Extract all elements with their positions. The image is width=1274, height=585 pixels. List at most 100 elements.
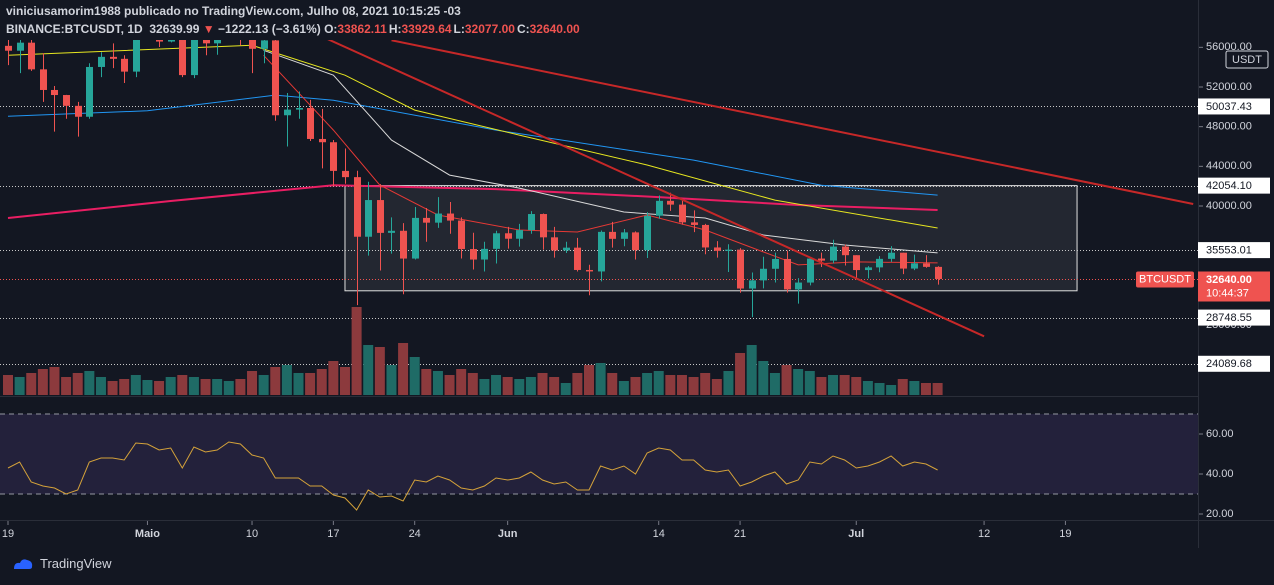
ohlc-key: O: <box>324 22 338 36</box>
y-tick-label: 56000.00 <box>1206 41 1252 53</box>
volume-bar <box>572 373 583 395</box>
volume-bar <box>502 377 513 395</box>
moving-average <box>7 184 938 219</box>
candle-body <box>911 263 918 269</box>
ohlc-value: 33862.11 <box>337 22 387 36</box>
candle-body <box>98 56 105 67</box>
volume-bar <box>746 345 757 395</box>
candle-body <box>319 138 326 143</box>
volume-bar <box>735 353 746 395</box>
candle-body <box>296 108 303 110</box>
candle-body <box>876 258 883 268</box>
y-tick-label: 44000.00 <box>1206 160 1252 172</box>
trendline <box>391 40 1194 205</box>
candle-body <box>935 266 942 279</box>
volume-bar <box>874 383 885 395</box>
overlay: 50037.43 42054.10 35553.01 28748.55 24089.68… <box>1136 50 1270 372</box>
volume-bar <box>270 367 281 395</box>
candle-body <box>505 233 512 239</box>
last-price-label: 32640.00 <box>1206 274 1252 286</box>
volume-bar <box>793 369 804 395</box>
logo-shape <box>14 558 33 569</box>
candle-body <box>191 40 198 76</box>
level-label: 42054.10 <box>1206 180 1252 192</box>
y-tick-label: 40000.00 <box>1206 200 1252 212</box>
level-label-box <box>1198 98 1270 115</box>
arrow: ▼ <box>202 22 215 36</box>
volume-bar <box>177 375 188 395</box>
volume-bar <box>525 377 536 395</box>
candle-body <box>598 231 605 272</box>
candle-body <box>842 246 849 256</box>
candle-body <box>388 230 395 233</box>
x-tick-label: 10 <box>246 528 258 540</box>
volume-bar <box>549 377 560 395</box>
candle-body <box>725 249 732 251</box>
symbol-badge-label: BTCUSDT <box>1139 273 1191 285</box>
level-label-box <box>1198 309 1270 326</box>
volume-bar <box>398 343 409 395</box>
symbol-badge <box>1136 271 1194 288</box>
candle-body <box>679 204 686 223</box>
volume-bar <box>676 375 687 395</box>
candle-body <box>691 222 698 225</box>
rsi-line <box>7 441 938 511</box>
volume-bar <box>839 375 850 395</box>
currency-label: USDT <box>1232 54 1262 66</box>
header: viniciusamorim1988 publicado no TradingV… <box>6 2 582 38</box>
volume-bar <box>107 381 118 395</box>
volume-bar <box>804 371 815 395</box>
volume-bar <box>618 381 629 395</box>
x-tick-label: 19 <box>2 528 14 540</box>
x-tick-label: Jul <box>848 528 864 540</box>
volume-bar <box>560 383 571 395</box>
volume-bar <box>339 367 350 395</box>
volume-bar <box>72 373 83 395</box>
volume-bar <box>247 371 258 395</box>
volume-bar <box>665 375 676 395</box>
volume-bar <box>688 377 699 395</box>
level-label: 28748.55 <box>1206 312 1252 324</box>
candle-body <box>5 45 12 51</box>
volume-bar <box>444 375 455 395</box>
ohlc: O:33862.11 H:33929.64 L:32077.00 C:32640.00 <box>324 22 582 36</box>
price-pane <box>0 40 1198 395</box>
volume-bar <box>281 365 292 395</box>
symbol-line: BINANCE:BTCUSDT, 1D 32639.99 ▼ −1222.13 … <box>6 20 582 38</box>
volume-bar <box>920 383 931 395</box>
candle-body <box>447 213 454 221</box>
candle-body <box>365 200 372 237</box>
candle-body <box>795 282 802 290</box>
volume-bar <box>584 365 594 395</box>
volume-bar <box>188 377 199 395</box>
volume-bar <box>851 377 862 395</box>
candle-body <box>261 40 268 49</box>
candle-body <box>749 280 756 289</box>
rsi-pane <box>0 413 1198 511</box>
candle-body <box>574 247 581 270</box>
candle-body <box>632 232 639 251</box>
candle-body <box>493 233 500 249</box>
level-label: 50037.43 <box>1206 101 1252 113</box>
volume-bar <box>328 361 339 395</box>
volume-bar <box>642 373 653 395</box>
ohlc-key: L: <box>453 22 465 36</box>
moving-average <box>7 94 938 196</box>
candle-body <box>760 268 767 281</box>
x-tick-label: 24 <box>409 528 421 540</box>
candle-body <box>481 248 488 260</box>
volume-bar <box>630 377 641 395</box>
candle-body <box>516 230 523 239</box>
candle-body <box>86 66 93 117</box>
volume-bar <box>653 371 664 395</box>
level-label-box <box>1198 177 1270 194</box>
x-tick-label: Jun <box>498 528 518 540</box>
symbol: BINANCE:BTCUSDT, 1D <box>6 22 143 36</box>
candle-body <box>133 40 140 72</box>
candle-body <box>807 258 814 283</box>
ohlc-key: H: <box>388 22 402 36</box>
volume-bar <box>758 361 769 395</box>
candle-body <box>528 214 535 231</box>
candle-body <box>423 217 430 223</box>
volume-bar <box>723 371 734 395</box>
